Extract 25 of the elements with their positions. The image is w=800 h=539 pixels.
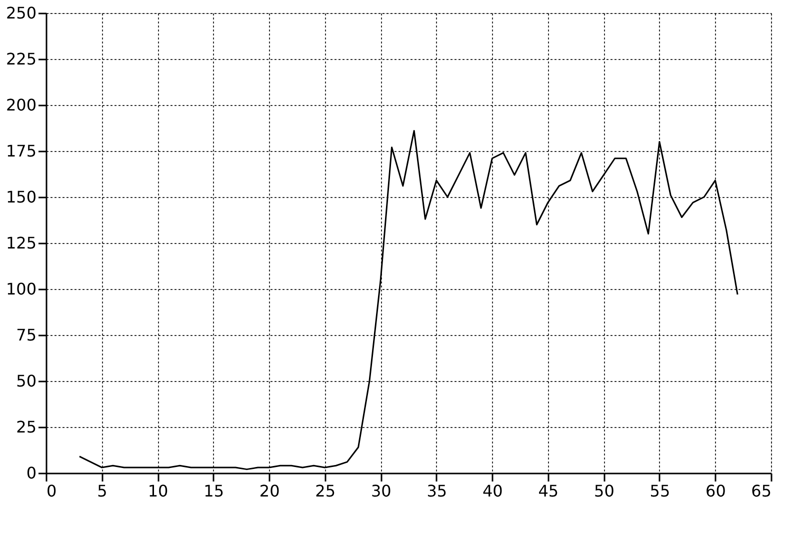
x-tick-label: 55 — [650, 482, 670, 500]
y-tick-label: 0 — [26, 464, 36, 482]
y-tick-label: 25 — [16, 418, 36, 436]
y-tick-label: 100 — [6, 280, 36, 298]
x-tick-label: 0 — [46, 482, 57, 500]
y-tick-label: 125 — [6, 234, 36, 252]
x-tick-label: 40 — [482, 482, 503, 500]
y-tick-label: 250 — [6, 4, 36, 22]
y-tick-label: 200 — [6, 96, 36, 114]
x-tick-label: 50 — [594, 482, 614, 500]
x-tick-label: 10 — [148, 482, 168, 500]
x-tick-label: 45 — [538, 482, 559, 500]
y-tick-label: 75 — [16, 326, 36, 344]
x-tick-label: 25 — [315, 482, 336, 500]
x-tick-label: 35 — [426, 482, 448, 500]
y-tick-label: 150 — [6, 188, 36, 206]
y-tick-label: 175 — [6, 142, 36, 160]
x-tick-label: 20 — [259, 482, 280, 500]
y-tick-label: 50 — [16, 372, 36, 390]
x-tick-label: 30 — [370, 482, 392, 500]
y-tick-label: 225 — [6, 50, 36, 68]
x-tick-label: 15 — [204, 482, 224, 500]
x-tick-label: 60 — [706, 482, 726, 500]
x-tick-label: 5 — [97, 482, 108, 500]
x-tick-label: 65 — [751, 482, 772, 500]
